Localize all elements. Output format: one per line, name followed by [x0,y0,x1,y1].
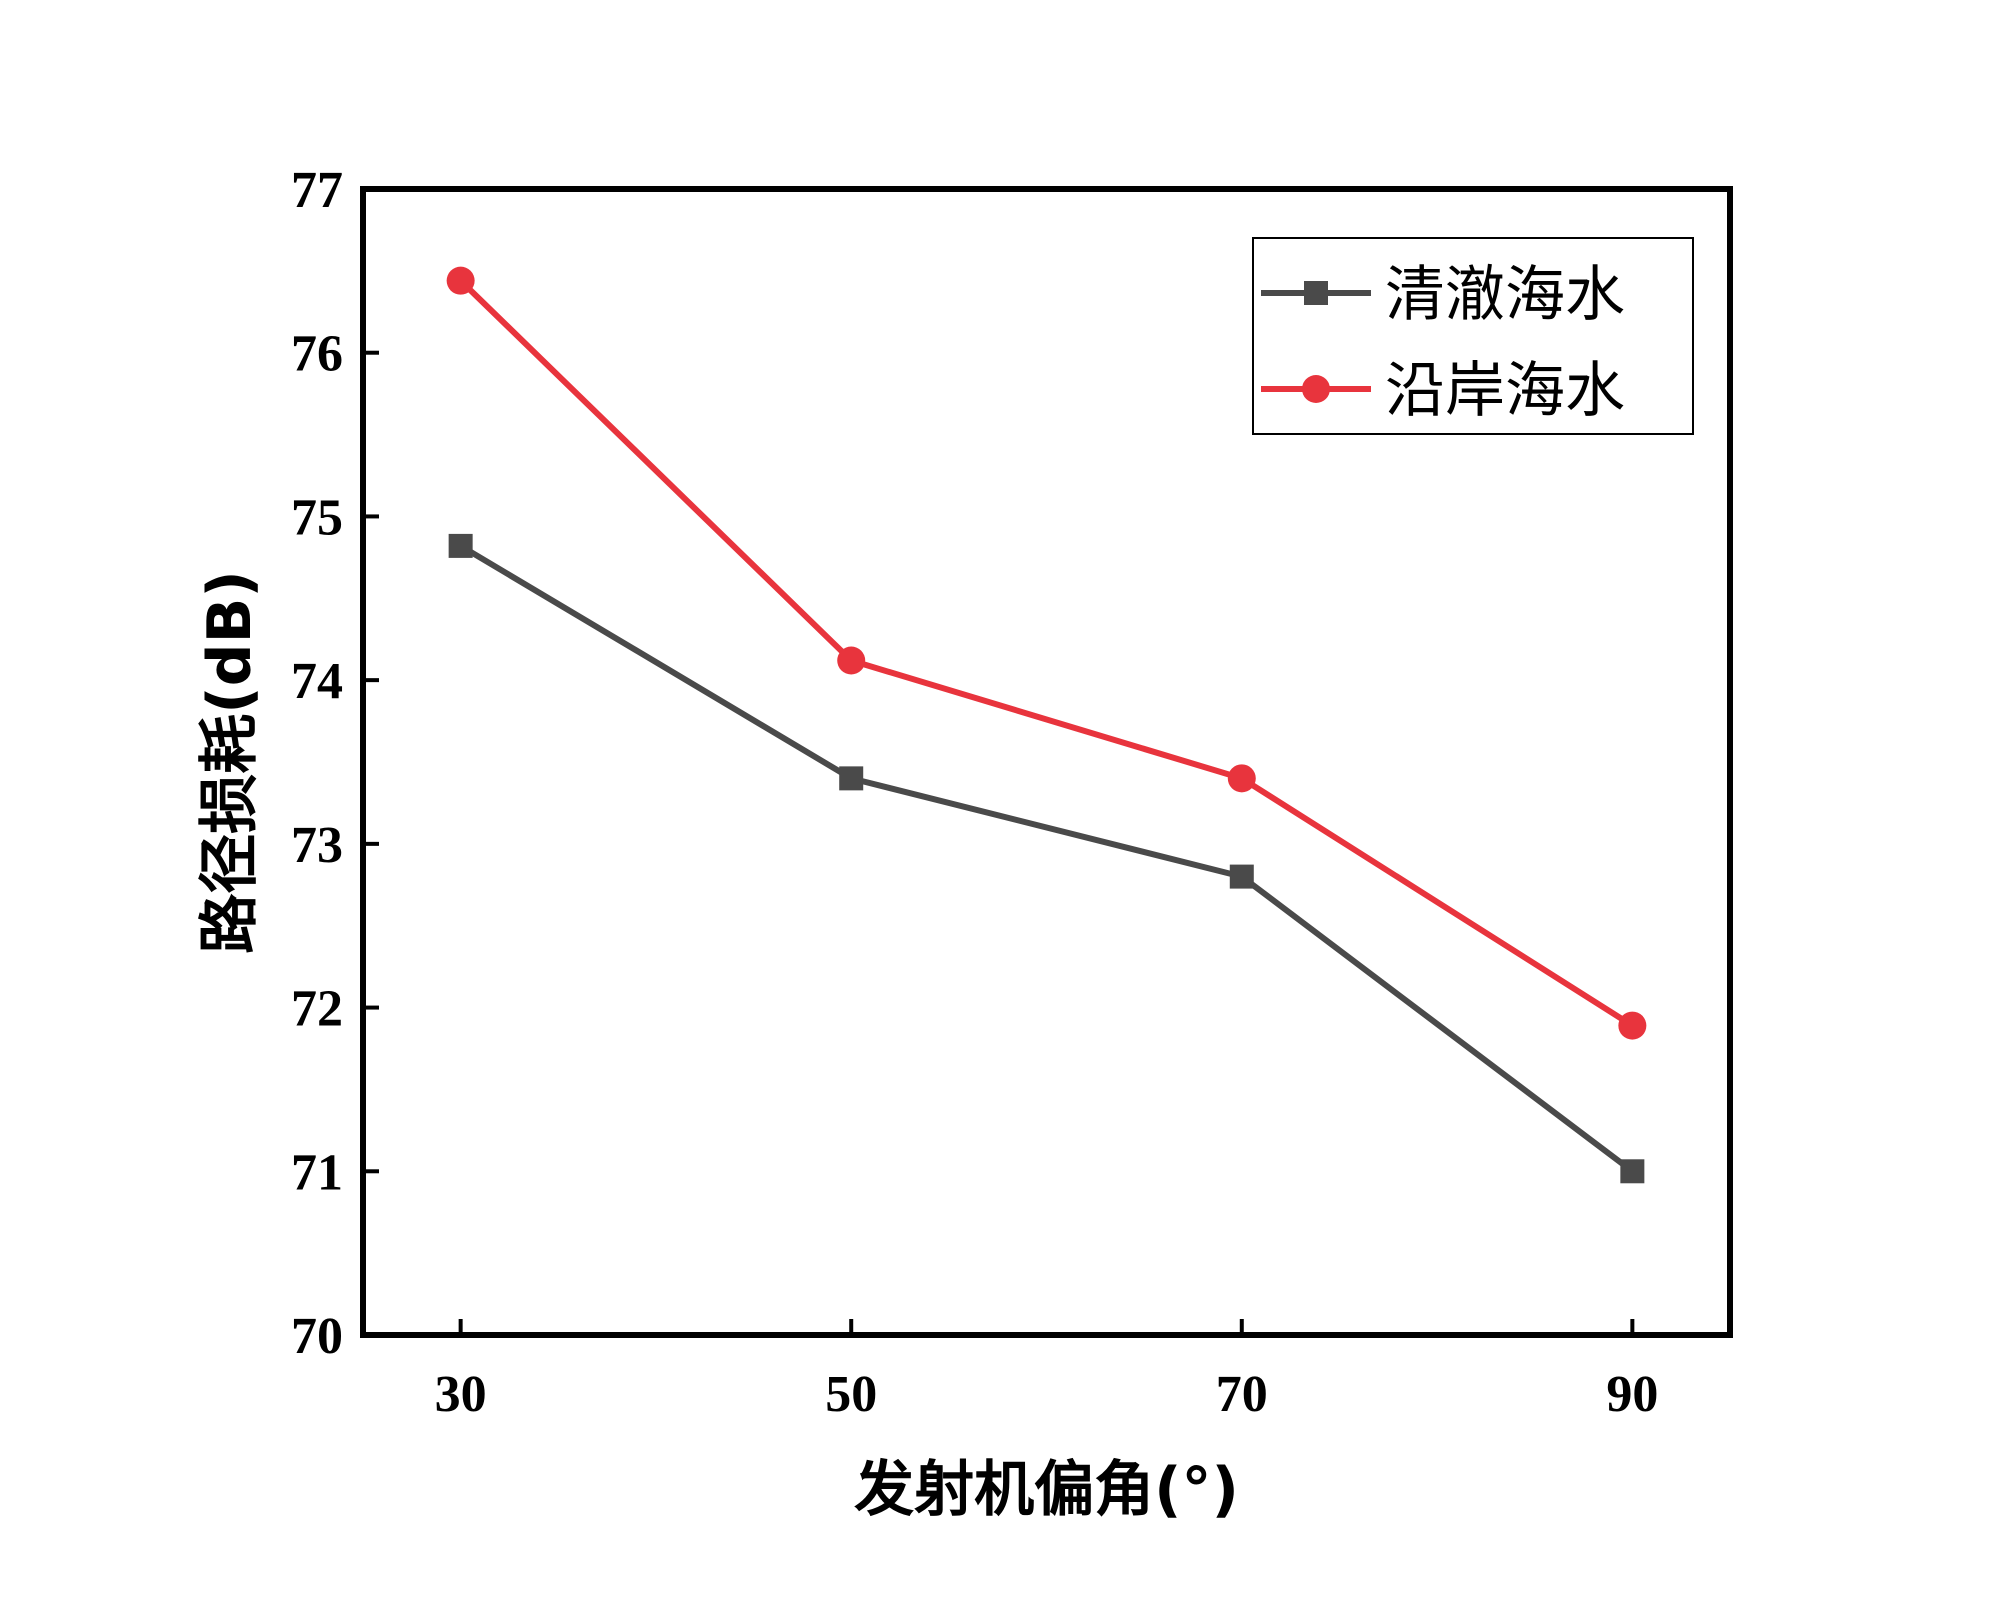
x-tick-label: 30 [435,1366,487,1423]
x-tick-label: 90 [1606,1366,1658,1423]
data-point [1618,1011,1647,1040]
series-2 [446,266,1647,1040]
y-tick-label: 72 [291,981,343,1038]
series-line [458,278,1634,1029]
data-point [1227,764,1256,793]
y-tick-label: 75 [291,489,343,546]
axis-ticks: 70 71 72 73 74 75 76 77 30 50 70 90 [291,162,1658,1423]
data-point [446,266,475,295]
series-1 [448,533,1645,1184]
data-point [448,533,473,558]
legend-marker [1302,375,1330,403]
x-axis-label: 发射机偏角(°) [854,1455,1239,1525]
legend-box [1252,237,1694,435]
x-tick-label: 50 [825,1366,877,1423]
data-point [1229,864,1254,889]
legend-label: 清澈海水 [1385,260,1625,330]
plot-frame [360,186,1733,1338]
data-point [1620,1159,1645,1184]
y-tick-label: 76 [291,326,343,383]
series-group [446,266,1647,1184]
legend-label: 沿岸海水 [1385,356,1625,426]
x-tick-label: 70 [1216,1366,1268,1423]
y-tick-label: 70 [291,1308,343,1365]
y-tick-label: 77 [291,162,343,219]
y-tick-label: 71 [291,1144,343,1201]
series-line [459,543,1635,1174]
legend-marker [1304,281,1328,305]
y-tick-label: 74 [291,653,343,710]
data-point [837,646,866,675]
y-axis-label: 路径损耗(dB) [195,570,265,954]
y-tick-label: 73 [291,817,343,874]
data-point [839,766,864,791]
